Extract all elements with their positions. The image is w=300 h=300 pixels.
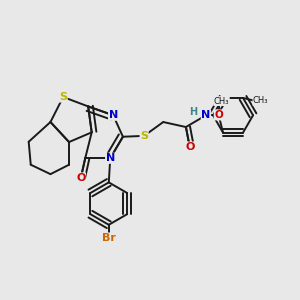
- Text: O: O: [185, 142, 194, 152]
- Text: O: O: [214, 110, 223, 120]
- Text: Br: Br: [102, 233, 116, 243]
- Text: CH₃: CH₃: [253, 96, 268, 105]
- Text: H: H: [189, 107, 197, 117]
- Text: S: S: [59, 92, 67, 102]
- Text: S: S: [140, 131, 148, 141]
- Text: N: N: [109, 110, 118, 120]
- Text: O: O: [76, 173, 86, 183]
- Text: CH₃: CH₃: [214, 97, 229, 106]
- Text: N: N: [201, 110, 211, 120]
- Text: N: N: [106, 153, 115, 163]
